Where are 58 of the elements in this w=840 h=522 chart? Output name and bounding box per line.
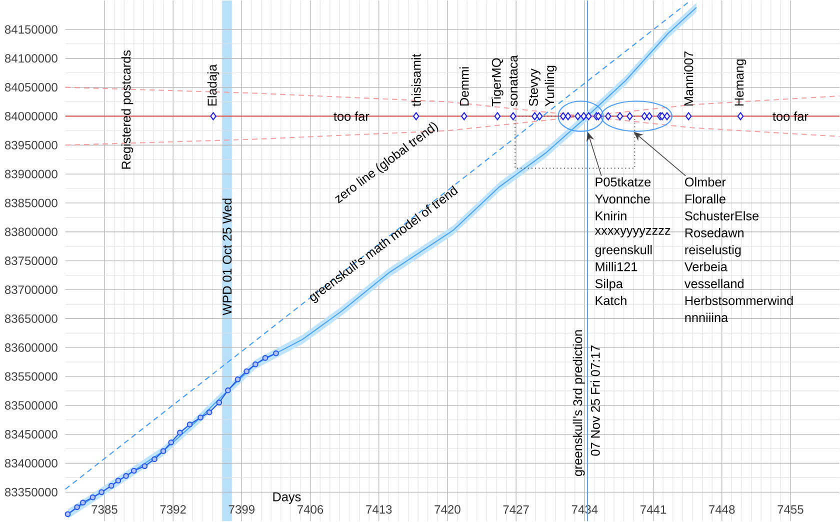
- annotation: xxxxyyyyzzzz: [594, 228, 670, 238]
- y-tick-label: 84150000: [4, 25, 58, 34]
- y-tick-label: 83700000: [4, 286, 58, 294]
- y-tick-label: 83500000: [4, 401, 58, 410]
- y-tick-label: 84050000: [4, 83, 58, 92]
- annotation: Katch: [596, 296, 626, 306]
- y-axis-title: Registered postcards: [121, 50, 134, 169]
- data-label: Manni007: [684, 52, 694, 106]
- y-tick-label: 83350000: [4, 488, 58, 497]
- band-label: WPD 01 Oct 25 Wed: [222, 198, 232, 316]
- data-label: sonataca: [509, 55, 518, 106]
- annotation: Yvonnche: [595, 194, 650, 204]
- y-tick-label: 83800000: [4, 228, 58, 236]
- x-tick-label: 7448: [709, 505, 735, 514]
- y-tick-label: 83750000: [4, 256, 58, 266]
- annotation: Floralle: [685, 194, 726, 204]
- y-tick-label: 84000000: [4, 112, 58, 121]
- x-tick-label: 7385: [92, 505, 118, 514]
- annotation: vesselland: [684, 279, 744, 288]
- y-tick-label: 83600000: [4, 343, 58, 352]
- x-tick-label: 7399: [228, 505, 254, 514]
- annotation: Knirin: [596, 211, 626, 220]
- x-tick-label: 7427: [503, 505, 529, 514]
- y-tick-label: 83450000: [4, 430, 58, 439]
- y-tick-label: 83550000: [4, 372, 58, 381]
- annotation: Rosedawn: [685, 228, 744, 238]
- annotation: reiselustig: [685, 245, 741, 258]
- y-tick-label: 83650000: [4, 314, 58, 324]
- annotation: 07 Nov 25 Fri 07:17: [590, 346, 600, 456]
- x-tick-label: 7441: [640, 506, 666, 514]
- x-tick-label: 7413: [366, 505, 392, 514]
- annotation: Herbstsommerwind: [685, 296, 793, 306]
- data-label: Hemang: [734, 60, 746, 106]
- y-tick-label: 83900000: [4, 170, 58, 178]
- x-tick-label: 7455: [778, 505, 804, 514]
- y-tick-label: 84100000: [4, 54, 58, 63]
- data-label: Eladaja: [207, 64, 220, 106]
- x-tick-label: 7420: [434, 505, 460, 514]
- annotation: nnniiina: [685, 312, 728, 322]
- annotation: SchusterElse: [684, 211, 759, 221]
- data-label: Yunling: [544, 66, 557, 107]
- annotation: greenskull: [595, 245, 652, 258]
- annotation: Milli121: [596, 262, 638, 272]
- data-label: Demmi: [459, 67, 469, 106]
- annotation: P05tkatze: [596, 177, 651, 187]
- y-tick-label: 83400000: [4, 459, 58, 468]
- x-tick-label: 7392: [160, 505, 186, 514]
- data-label: Stevyy: [528, 68, 540, 106]
- y-tick-label: 83850000: [4, 198, 58, 208]
- annotation: Verbeia: [684, 262, 728, 272]
- annotation: Olmber: [685, 177, 726, 187]
- x-tick-label: 7406: [298, 505, 324, 514]
- y-tick-label: 83950000: [4, 141, 58, 150]
- ref-line-label: greenskull’s 3rd prediction: [572, 330, 585, 476]
- annotation: Silpa: [595, 279, 623, 291]
- data-label: TigerMQ: [492, 58, 504, 106]
- data-label: thisisamit: [411, 54, 421, 107]
- x-axis-title: Days: [273, 492, 301, 504]
